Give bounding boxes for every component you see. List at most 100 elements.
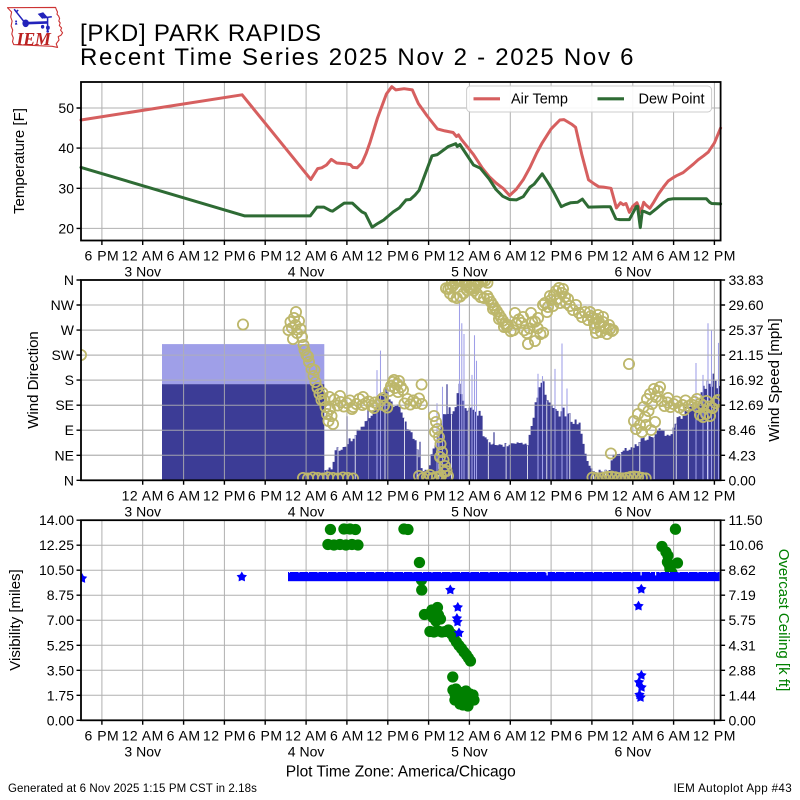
svg-text:E: E bbox=[65, 422, 74, 438]
svg-text:12 PM: 12 PM bbox=[366, 487, 409, 503]
svg-text:6 Nov: 6 Nov bbox=[615, 264, 652, 280]
svg-text:12 PM: 12 PM bbox=[203, 727, 246, 743]
svg-text:12 PM: 12 PM bbox=[693, 487, 736, 503]
svg-text:6 PM: 6 PM bbox=[575, 248, 610, 264]
svg-text:25.37: 25.37 bbox=[729, 322, 764, 338]
svg-text:12 AM: 12 AM bbox=[448, 727, 490, 743]
svg-text:Temperature [F]: Temperature [F] bbox=[11, 108, 28, 214]
svg-text:3.50: 3.50 bbox=[47, 662, 74, 678]
svg-text:6 PM: 6 PM bbox=[575, 487, 610, 503]
svg-text:12 AM: 12 AM bbox=[448, 487, 490, 503]
svg-text:IEM: IEM bbox=[16, 29, 52, 49]
svg-text:12 PM: 12 PM bbox=[530, 248, 573, 264]
svg-text:6 PM: 6 PM bbox=[575, 727, 610, 743]
svg-text:Generated at 6 Nov 2025 1:15 P: Generated at 6 Nov 2025 1:15 PM CST in 2… bbox=[8, 783, 257, 795]
svg-text:3 Nov: 3 Nov bbox=[124, 503, 161, 519]
svg-text:4 Nov: 4 Nov bbox=[288, 743, 325, 759]
svg-text:5 Nov: 5 Nov bbox=[451, 264, 488, 280]
svg-text:12 AM: 12 AM bbox=[448, 248, 490, 264]
svg-text:NW: NW bbox=[51, 297, 75, 313]
svg-text:20: 20 bbox=[58, 220, 74, 236]
svg-text:0.00: 0.00 bbox=[729, 472, 756, 488]
svg-text:6 AM: 6 AM bbox=[657, 248, 691, 264]
svg-text:6 AM: 6 AM bbox=[493, 487, 527, 503]
svg-text:SE: SE bbox=[55, 397, 74, 413]
svg-text:12 PM: 12 PM bbox=[203, 487, 246, 503]
svg-text:[PKD] PARK RAPIDS: [PKD] PARK RAPIDS bbox=[80, 20, 322, 47]
svg-text:NE: NE bbox=[55, 447, 74, 463]
svg-text:6 AM: 6 AM bbox=[657, 487, 691, 503]
svg-text:4.23: 4.23 bbox=[729, 447, 756, 463]
svg-text:0.00: 0.00 bbox=[47, 712, 74, 728]
svg-text:3 Nov: 3 Nov bbox=[124, 743, 161, 759]
svg-text:6 AM: 6 AM bbox=[330, 248, 364, 264]
svg-text:12 PM: 12 PM bbox=[693, 727, 736, 743]
svg-text:N: N bbox=[64, 472, 74, 488]
svg-text:Visibility [miles]: Visibility [miles] bbox=[7, 569, 24, 670]
svg-text:12 AM: 12 AM bbox=[612, 727, 654, 743]
svg-text:W: W bbox=[61, 322, 75, 338]
svg-text:6 PM: 6 PM bbox=[248, 727, 283, 743]
svg-text:8.46: 8.46 bbox=[729, 422, 756, 438]
svg-text:4.31: 4.31 bbox=[729, 637, 756, 653]
svg-text:14.00: 14.00 bbox=[39, 512, 74, 528]
svg-text:6 AM: 6 AM bbox=[167, 727, 201, 743]
svg-text:12 AM: 12 AM bbox=[122, 248, 164, 264]
svg-text:8.62: 8.62 bbox=[729, 562, 756, 578]
svg-text:6 Nov: 6 Nov bbox=[615, 503, 652, 519]
svg-text:Dew Point: Dew Point bbox=[639, 92, 705, 108]
svg-text:SW: SW bbox=[51, 347, 74, 363]
svg-text:11.50: 11.50 bbox=[729, 512, 763, 528]
svg-text:6 PM: 6 PM bbox=[248, 487, 283, 503]
svg-text:N: N bbox=[64, 272, 74, 288]
svg-text:12 PM: 12 PM bbox=[366, 248, 409, 264]
svg-text:Wind Speed [mph]: Wind Speed [mph] bbox=[766, 318, 783, 441]
svg-text:33.83: 33.83 bbox=[729, 272, 764, 288]
svg-text:6 Nov: 6 Nov bbox=[615, 743, 652, 759]
svg-text:12 AM: 12 AM bbox=[122, 487, 164, 503]
svg-text:12 AM: 12 AM bbox=[285, 487, 327, 503]
svg-text:5 Nov: 5 Nov bbox=[451, 503, 488, 519]
svg-text:12 PM: 12 PM bbox=[203, 248, 246, 264]
svg-text:6 AM: 6 AM bbox=[330, 727, 364, 743]
svg-text:6 PM: 6 PM bbox=[411, 727, 446, 743]
svg-text:6 AM: 6 AM bbox=[330, 487, 364, 503]
svg-text:12.69: 12.69 bbox=[729, 397, 764, 413]
svg-text:29.60: 29.60 bbox=[729, 297, 764, 313]
svg-text:8.75: 8.75 bbox=[47, 587, 74, 603]
svg-text:Plot Time Zone: America/Chicag: Plot Time Zone: America/Chicago bbox=[286, 763, 516, 780]
svg-text:12 PM: 12 PM bbox=[366, 727, 409, 743]
svg-text:6 PM: 6 PM bbox=[85, 248, 120, 264]
svg-text:4 Nov: 4 Nov bbox=[288, 503, 325, 519]
svg-text:Overcast Ceiling [k ft]: Overcast Ceiling [k ft] bbox=[775, 549, 792, 692]
svg-text:12 AM: 12 AM bbox=[122, 727, 164, 743]
svg-text:4 Nov: 4 Nov bbox=[288, 264, 325, 280]
svg-text:12 AM: 12 AM bbox=[285, 727, 327, 743]
svg-text:6 PM: 6 PM bbox=[85, 727, 120, 743]
svg-text:1.75: 1.75 bbox=[47, 687, 74, 703]
svg-text:IEM Autoplot App #43: IEM Autoplot App #43 bbox=[673, 782, 792, 795]
svg-text:16.92: 16.92 bbox=[729, 372, 764, 388]
svg-text:6 PM: 6 PM bbox=[248, 248, 283, 264]
svg-text:10.50: 10.50 bbox=[39, 562, 74, 578]
svg-text:50: 50 bbox=[58, 100, 74, 116]
svg-text:5.75: 5.75 bbox=[729, 612, 756, 628]
svg-text:6 PM: 6 PM bbox=[411, 487, 446, 503]
svg-text:2.88: 2.88 bbox=[729, 662, 756, 678]
svg-text:7.00: 7.00 bbox=[47, 612, 74, 628]
svg-text:21.15: 21.15 bbox=[729, 347, 764, 363]
svg-text:40: 40 bbox=[58, 140, 74, 156]
svg-text:0.00: 0.00 bbox=[729, 712, 756, 728]
svg-text:6 AM: 6 AM bbox=[167, 248, 201, 264]
svg-text:1.44: 1.44 bbox=[729, 687, 756, 703]
svg-text:12 PM: 12 PM bbox=[530, 727, 573, 743]
svg-text:12 PM: 12 PM bbox=[530, 487, 573, 503]
svg-text:12 AM: 12 AM bbox=[285, 248, 327, 264]
svg-text:Air Temp: Air Temp bbox=[511, 92, 568, 108]
svg-text:12 PM: 12 PM bbox=[693, 248, 736, 264]
svg-text:12 AM: 12 AM bbox=[612, 248, 654, 264]
svg-text:S: S bbox=[65, 372, 74, 388]
svg-text:6 AM: 6 AM bbox=[493, 727, 527, 743]
svg-text:6 AM: 6 AM bbox=[493, 248, 527, 264]
svg-text:3 Nov: 3 Nov bbox=[124, 264, 161, 280]
